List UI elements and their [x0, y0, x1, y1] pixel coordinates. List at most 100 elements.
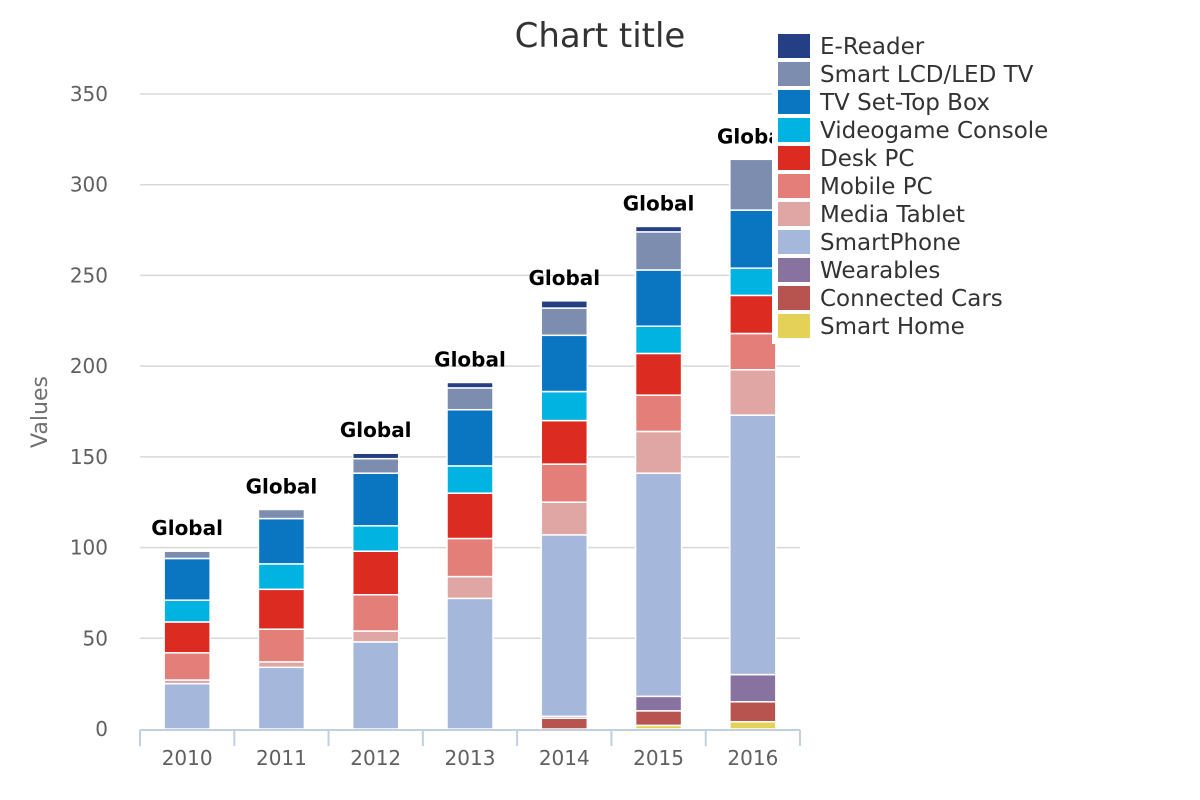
y-tick-label: 350: [70, 82, 108, 106]
bar-segment-smartphone: [540, 534, 589, 718]
bar-segment-videogame-console: [729, 267, 777, 297]
bar-segment-media-tablet: [540, 501, 589, 536]
bar-segment-media-tablet: [257, 661, 306, 669]
bar-segment-smart-lcd-led-tv: [729, 158, 777, 211]
bar-segment-wearables: [729, 673, 777, 703]
bar-stack-2011: [257, 508, 306, 730]
x-tick-label: 2010: [162, 746, 213, 770]
bar-segment-mobile-pc: [446, 537, 494, 578]
legend-item[interactable]: E-Reader: [778, 34, 925, 60]
bar-stack-2014: [540, 300, 589, 730]
bar-segment-smartphone: [729, 414, 777, 676]
bar-segment-media-tablet: [634, 430, 683, 474]
bar-stack-2012: [351, 452, 400, 730]
bar-segment-smartphone: [446, 597, 494, 730]
bar-stack-2016: [729, 158, 777, 730]
bar-segment-mobile-pc: [351, 593, 400, 632]
bar-segment-desk-pc: [351, 550, 400, 596]
bar-segment-e-reader: [634, 225, 683, 233]
legend-item[interactable]: Smart Home: [778, 314, 965, 340]
legend-item[interactable]: Connected Cars: [778, 286, 1003, 312]
y-tick-label: 200: [70, 354, 108, 378]
stack-total-label: Global: [528, 266, 600, 290]
legend-swatch: [778, 34, 810, 58]
y-tick-label: 150: [70, 445, 108, 469]
bar-segment-smart-lcd-led-tv: [540, 307, 589, 337]
legend-item[interactable]: Videogame Console: [778, 118, 1048, 144]
legend-label: Mobile PC: [820, 174, 933, 200]
bar-segment-mobile-pc: [163, 652, 211, 681]
bar-segment-desk-pc: [446, 492, 494, 540]
legend-item[interactable]: Smart LCD/LED TV: [778, 62, 1034, 88]
bar-segment-smartphone: [351, 641, 400, 730]
bar-segment-media-tablet: [729, 369, 777, 416]
legend-swatch: [778, 258, 810, 282]
bar-segment-desk-pc: [257, 588, 306, 630]
legend-item[interactable]: Media Tablet: [778, 202, 965, 228]
bar-segment-smart-lcd-led-tv: [351, 457, 400, 474]
y-tick-label: 250: [70, 263, 108, 287]
x-tick-label: 2011: [256, 746, 307, 770]
bar-segment-mobile-pc: [729, 332, 777, 371]
bar-segment-wearables: [634, 695, 683, 712]
legend-item[interactable]: TV Set-Top Box: [778, 90, 990, 116]
stack-total-label: Global: [340, 418, 412, 442]
bar-segment-smartphone: [163, 682, 211, 730]
legend-item[interactable]: Mobile PC: [778, 174, 933, 200]
x-tick-label: 2016: [727, 746, 778, 770]
legend-swatch: [778, 90, 810, 114]
stack-total-label: Global: [434, 347, 506, 371]
bar-segment-tv-set-top-box: [163, 557, 211, 601]
bar-segment-media-tablet: [446, 575, 494, 600]
x-tick-label: 2015: [633, 746, 684, 770]
x-tick-label: 2013: [445, 746, 496, 770]
chart-title: Chart title: [515, 16, 686, 56]
bar-segment-smart-lcd-led-tv: [634, 231, 683, 271]
x-axis: [139, 729, 801, 746]
legend-label: Wearables: [820, 258, 940, 284]
legend-item[interactable]: Desk PC: [778, 146, 914, 172]
legend-label: Smart Home: [820, 314, 965, 340]
bar-stack-2010: [163, 550, 211, 730]
y-axis-ticks: 0 50 100 150 200 250 300 350: [70, 82, 108, 741]
legend-swatch: [778, 146, 810, 170]
bar-segment-smart-lcd-led-tv: [163, 550, 211, 560]
legend-swatch: [778, 286, 810, 310]
legend-label: Media Tablet: [820, 202, 965, 228]
y-tick-label: 0: [95, 717, 108, 741]
y-tick-label: 100: [70, 536, 108, 560]
legend-swatch: [778, 174, 810, 198]
legend-swatch: [778, 314, 810, 338]
bar-segment-videogame-console: [351, 525, 400, 552]
legend-item[interactable]: Wearables: [778, 258, 940, 284]
y-axis-label: Values: [28, 376, 53, 448]
bar-segment-connected-cars: [729, 701, 777, 723]
legend-item[interactable]: SmartPhone: [778, 230, 961, 256]
bar-segment-desk-pc: [163, 621, 211, 654]
bar-segment-connected-cars: [634, 710, 683, 727]
bar-segment-smart-home: [729, 720, 777, 730]
bar-segment-media-tablet: [351, 630, 400, 643]
legend-label: Desk PC: [820, 146, 914, 172]
bar-segment-tv-set-top-box: [540, 334, 589, 393]
bar-segment-videogame-console: [163, 599, 211, 623]
legend-background: [772, 30, 1072, 344]
legend-label: Smart LCD/LED TV: [820, 62, 1034, 88]
y-tick-label: 300: [70, 173, 108, 197]
bar-segment-desk-pc: [729, 294, 777, 335]
legend-label: Videogame Console: [820, 118, 1048, 144]
legend-label: SmartPhone: [820, 230, 961, 256]
bar-segment-tv-set-top-box: [446, 408, 494, 467]
bar-segment-e-reader: [540, 300, 589, 309]
bar-segment-tv-set-top-box: [634, 269, 683, 327]
bar-segment-desk-pc: [540, 419, 589, 465]
bar-segment-smartphone: [634, 472, 683, 698]
legend-swatch: [778, 202, 810, 226]
bar-segment-videogame-console: [257, 563, 306, 591]
bars: [163, 158, 777, 730]
bar-segment-tv-set-top-box: [351, 472, 400, 527]
bar-segment-mobile-pc: [257, 628, 306, 663]
legend-swatch: [778, 118, 810, 142]
